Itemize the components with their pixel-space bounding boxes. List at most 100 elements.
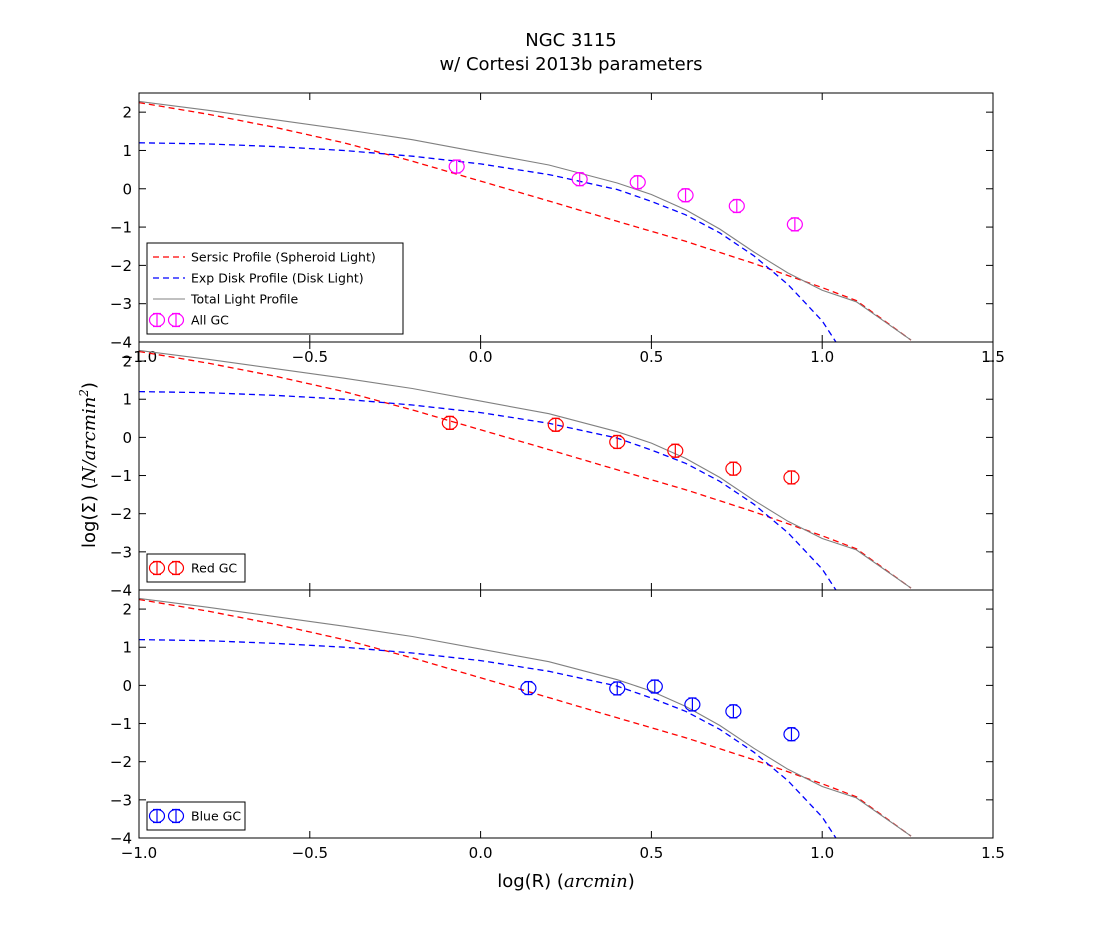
legend-2: Red GC (146, 553, 246, 583)
data-point (520, 680, 537, 696)
y-axis-2: 2 1 0 −1 −2 −3 −4 (110, 353, 993, 600)
data-point (783, 727, 800, 742)
x-axis-title-main: log(R) (497, 871, 551, 892)
data-point (646, 679, 663, 694)
legend-marker (148, 312, 166, 328)
x-tick-label: −0.5 (292, 844, 328, 862)
exp-disk-profile-line (139, 142, 837, 342)
y-tick-label: 1 (122, 639, 132, 657)
sersic-profile-line (139, 101, 912, 341)
y-tick-label: −4 (110, 334, 132, 352)
data-point (786, 217, 803, 232)
legend-entry: Blue GC (148, 808, 241, 824)
legend-label: Red GC (191, 561, 237, 576)
plot-frame (138, 341, 994, 591)
data-point (609, 681, 626, 696)
data-point (547, 417, 564, 432)
panel-3: 2 1 0 −1 −2 −3 −4−1.0 −0.5 0.0 0.5 1.0 1.5 Blue GC (110, 589, 1005, 862)
y-tick-label: 2 (122, 104, 132, 122)
legend-marker (148, 560, 166, 576)
data-point (725, 461, 742, 476)
legend-box (146, 242, 404, 335)
legend-box (146, 801, 246, 831)
y-axis-3: 2 1 0 −1 −2 −3 −4 (110, 601, 993, 848)
legend-entry: Red GC (148, 560, 237, 576)
legend-entry: Exp Disk Profile (Disk Light) (153, 271, 364, 286)
y-tick-label: 2 (122, 353, 132, 371)
model-lines-3 (139, 597, 912, 838)
sersic-profile-line (139, 350, 912, 589)
legend-marker (167, 560, 185, 576)
x-tick-label: 1.5 (981, 844, 1005, 862)
x-tick-label: 1.0 (810, 348, 834, 366)
legend-marker (148, 808, 166, 824)
x-tick-label: 0.5 (639, 348, 663, 366)
data-point (629, 175, 646, 190)
y-axis-title-main: log(Σ) (79, 495, 100, 548)
data-points-1 (448, 159, 803, 232)
chart-title-line-1: NGC 3115 (525, 30, 617, 51)
x-tick-label: 0.0 (469, 844, 493, 862)
y-tick-label: 1 (122, 142, 132, 160)
chart-title-line-2: w/ Cortesi 2013b parameters (439, 54, 702, 75)
legend-label: Sersic Profile (Spheroid Light) (191, 250, 376, 265)
x-axis-3: −1.0 −0.5 0.0 0.5 1.0 1.5 (121, 590, 1005, 862)
y-tick-label: 0 (122, 677, 132, 695)
total-light-profile-line (139, 349, 912, 589)
y-tick-label: 2 (122, 601, 132, 619)
data-point (448, 159, 465, 174)
data-point (728, 198, 745, 214)
legend-marker (167, 312, 185, 328)
y-axis-title-exponent: 2 (77, 389, 91, 398)
data-point (609, 434, 626, 450)
y-tick-label: −2 (110, 505, 132, 523)
legend-label: All GC (191, 313, 229, 328)
x-tick-label: −0.5 (292, 348, 328, 366)
y-tick-label: 0 (122, 429, 132, 447)
data-point (441, 415, 458, 430)
data-point (667, 443, 684, 458)
y-tick-label: −2 (110, 257, 132, 275)
y-tick-label: −1 (110, 467, 132, 485)
x-axis-title-unit: arcmin (564, 871, 628, 892)
y-tick-label: −1 (110, 715, 132, 733)
legend-label: Total Light Profile (190, 292, 299, 307)
y-tick-label: −4 (110, 582, 132, 600)
data-point (684, 697, 701, 712)
y-tick-label: −3 (110, 295, 132, 313)
sersic-profile-line (139, 598, 912, 837)
y-axis-1: 2 1 0 −1 −2 −3 −4 (110, 104, 993, 352)
legend-entry: All GC (148, 312, 229, 328)
plot-frame (138, 589, 994, 839)
data-point (725, 704, 742, 719)
y-tick-label: −3 (110, 543, 132, 561)
x-axis-2 (138, 342, 994, 590)
legend-entry: Sersic Profile (Spheroid Light) (153, 250, 376, 265)
total-light-profile-line (139, 597, 912, 837)
y-axis-title-unit: N/arcmin (79, 397, 100, 484)
legend-1: Sersic Profile (Spheroid Light) Exp Disk … (146, 242, 404, 335)
y-tick-label: 1 (122, 391, 132, 409)
y-tick-label: −3 (110, 791, 132, 809)
panel-2: 2 1 0 −1 −2 −3 −4 Red GC (110, 341, 994, 600)
legend-label: Blue GC (191, 809, 241, 824)
data-point (783, 470, 800, 485)
legend-entry: Total Light Profile (153, 292, 299, 307)
y-tick-label: 0 (122, 180, 132, 198)
y-tick-label: −4 (110, 830, 132, 848)
x-tick-label: 1.0 (810, 844, 834, 862)
model-lines-2 (139, 349, 912, 590)
x-tick-label: 0.5 (639, 844, 663, 862)
y-tick-label: −1 (110, 219, 132, 237)
data-points-2 (441, 415, 800, 485)
x-tick-label: 0.0 (469, 348, 493, 366)
y-axis-title: log(Σ) (N/arcmin2) (77, 382, 100, 548)
x-tick-label: −1.0 (121, 844, 157, 862)
data-points-3 (520, 679, 800, 742)
legend-box (146, 553, 246, 583)
x-axis-title: log(R) (arcmin) (497, 871, 635, 892)
legend-label: Exp Disk Profile (Disk Light) (191, 271, 364, 286)
